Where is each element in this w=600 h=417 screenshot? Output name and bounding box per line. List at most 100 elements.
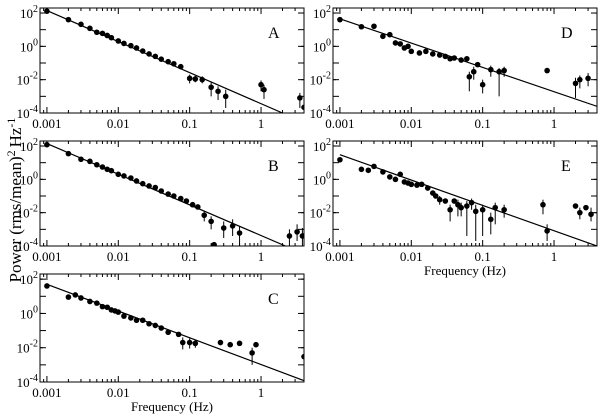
data-point <box>474 61 481 68</box>
data-point <box>371 163 377 170</box>
data-point <box>583 204 589 211</box>
data-point <box>492 204 499 211</box>
y-tick-label: 10-2 <box>310 71 331 88</box>
data-point <box>158 56 165 62</box>
data-point <box>380 33 386 40</box>
data-point <box>192 340 199 347</box>
x-tick-label: 0.1 <box>182 116 198 131</box>
data-point <box>165 58 171 65</box>
x-tick-label: 0.01 <box>400 249 423 264</box>
data-point <box>78 21 84 28</box>
data-point <box>215 88 221 95</box>
y-tick-label: 100 <box>20 170 38 187</box>
y-tick-label: 102 <box>313 137 331 154</box>
data-point <box>365 167 372 174</box>
data-point <box>297 95 303 101</box>
y-tick-label: 102 <box>20 4 38 21</box>
panel-label: C <box>268 291 279 308</box>
data-point <box>87 25 93 32</box>
data-layer <box>44 283 304 382</box>
x-tick-label: 0.01 <box>107 385 130 400</box>
data-point <box>152 322 159 329</box>
data-point <box>451 55 458 61</box>
data-point <box>220 225 227 231</box>
data-point <box>217 339 224 346</box>
data-point <box>229 223 236 229</box>
data-point <box>487 66 494 73</box>
data-point <box>261 86 267 93</box>
data-point <box>139 180 146 187</box>
data-point <box>299 233 304 239</box>
data-point <box>186 75 193 82</box>
data-point <box>108 34 115 41</box>
data-point <box>540 201 546 208</box>
y-tick-label: 102 <box>313 4 331 21</box>
data-point <box>442 53 449 60</box>
data-point <box>496 68 502 75</box>
data-point <box>258 81 264 88</box>
data-point <box>115 309 122 315</box>
data-point <box>572 80 579 87</box>
data-point <box>479 81 486 88</box>
data-point <box>227 341 234 348</box>
data-point <box>458 57 464 63</box>
data-point <box>447 55 453 62</box>
ylabel-exponent-1: 2 <box>4 150 18 156</box>
data-layer <box>337 16 597 107</box>
data-point <box>152 184 159 191</box>
data-point <box>99 30 106 37</box>
plot-frame <box>332 140 598 247</box>
x-tick-label: 0.01 <box>400 116 423 131</box>
panel-label: B <box>268 158 279 175</box>
data-point <box>544 67 550 74</box>
data-point <box>253 341 259 348</box>
data-point <box>165 329 171 336</box>
panel-label: E <box>561 158 571 175</box>
data-point <box>418 181 425 188</box>
data-point <box>286 233 293 239</box>
figure-ylabel: Power (rms/mean)2 Hz-1 <box>4 118 25 283</box>
y-tick-label: 10-2 <box>310 204 331 221</box>
x-tick-label: 1 <box>258 249 265 264</box>
data-point <box>175 331 182 338</box>
data-point <box>392 40 399 46</box>
y-tick-label: 10-4 <box>17 373 38 390</box>
data-point <box>337 156 343 163</box>
data-point <box>408 181 415 188</box>
data-point <box>208 218 214 225</box>
data-point <box>192 76 199 82</box>
data-point <box>432 193 439 199</box>
fit-line <box>46 283 304 382</box>
data-point <box>464 55 470 62</box>
x-tick-label: 1 <box>258 385 265 400</box>
data-point <box>405 43 411 50</box>
data-point <box>78 156 84 163</box>
data-layer <box>44 8 304 113</box>
x-tick-label: 0.001 <box>32 385 61 400</box>
y-tick-label: 10-4 <box>17 237 38 254</box>
x-tick-label: 0.1 <box>475 249 491 264</box>
fit-line <box>46 10 283 113</box>
data-point <box>479 206 486 213</box>
x-axis-title: Frequency (Hz) <box>131 399 213 414</box>
plot-frame <box>39 273 305 383</box>
data-point <box>121 40 127 47</box>
data-point <box>249 350 255 356</box>
data-point <box>146 51 152 57</box>
data-point <box>108 167 115 174</box>
data-point <box>115 171 122 178</box>
data-point <box>416 50 423 56</box>
data-point <box>387 174 393 180</box>
data-point <box>577 209 583 216</box>
data-point <box>458 204 464 211</box>
data-point <box>44 8 50 14</box>
data-point <box>44 141 50 148</box>
data-point <box>577 76 583 83</box>
x-tick-label: 0.01 <box>107 249 130 264</box>
data-point <box>177 63 184 70</box>
data-point <box>408 48 415 55</box>
data-point <box>94 300 100 306</box>
data-point <box>358 166 365 173</box>
